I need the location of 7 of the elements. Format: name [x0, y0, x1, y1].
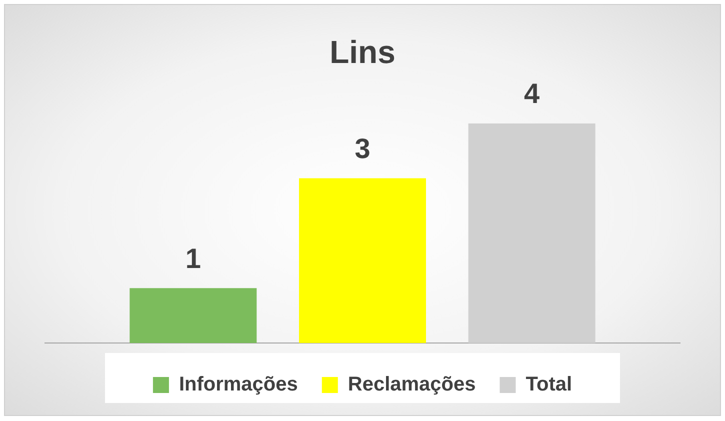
legend-label: Reclamações	[348, 374, 476, 396]
legend-label: Informações	[178, 374, 298, 396]
legend-label: Total	[526, 374, 572, 396]
data-label: 1	[185, 242, 201, 274]
data-label: 3	[354, 133, 370, 164]
data-label: 4	[524, 78, 540, 110]
chart-title: Lins	[330, 34, 396, 70]
